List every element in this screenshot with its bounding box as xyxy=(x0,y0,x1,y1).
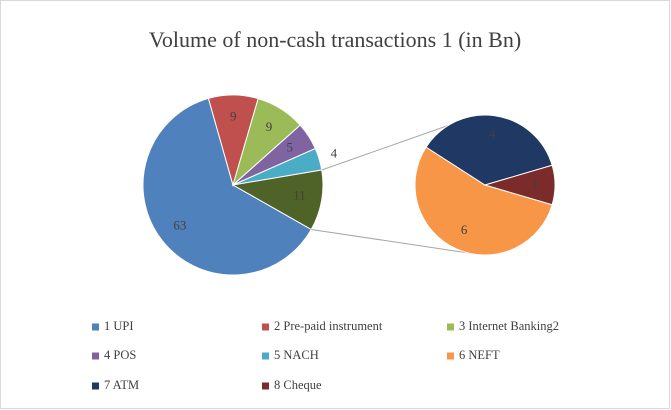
connector xyxy=(311,228,476,255)
legend-label: 3 Internet Banking2 xyxy=(459,319,559,333)
legend-swatch xyxy=(92,352,99,360)
data-label: 9 xyxy=(230,108,237,123)
legend-label: 1 UPI xyxy=(104,319,134,333)
legend-swatch xyxy=(262,323,269,331)
data-label: 4 xyxy=(489,126,496,141)
legend-label: 5 NACH xyxy=(274,348,319,362)
data-label: 63 xyxy=(173,218,186,233)
pie-slice xyxy=(425,114,553,186)
legend-label: 6 NEFT xyxy=(459,348,500,362)
legend-swatch xyxy=(92,382,99,390)
data-label: 6 xyxy=(461,222,468,237)
legend-swatch xyxy=(447,352,454,360)
legend-label: 4 POS xyxy=(104,348,136,362)
legend-label: 2 Pre-paid instrument xyxy=(274,319,383,333)
legend-label: 7 ATM xyxy=(104,378,139,392)
data-label: 5 xyxy=(287,139,294,154)
chart-title: Volume of non-cash transactions 1 (in Bn… xyxy=(149,27,521,52)
legend-swatch xyxy=(262,382,269,390)
legend-swatch xyxy=(92,323,99,331)
legend-swatch xyxy=(447,323,454,331)
legend-swatch xyxy=(262,352,269,360)
data-label: 9 xyxy=(266,119,273,134)
data-label: 4 xyxy=(331,146,338,161)
pie-slice xyxy=(142,97,312,276)
legend-label: 8 Cheque xyxy=(274,378,322,392)
data-label: 1 xyxy=(532,176,539,191)
pie-slice xyxy=(414,146,553,256)
data-label: 11 xyxy=(293,188,306,203)
pie-slice xyxy=(483,164,556,206)
